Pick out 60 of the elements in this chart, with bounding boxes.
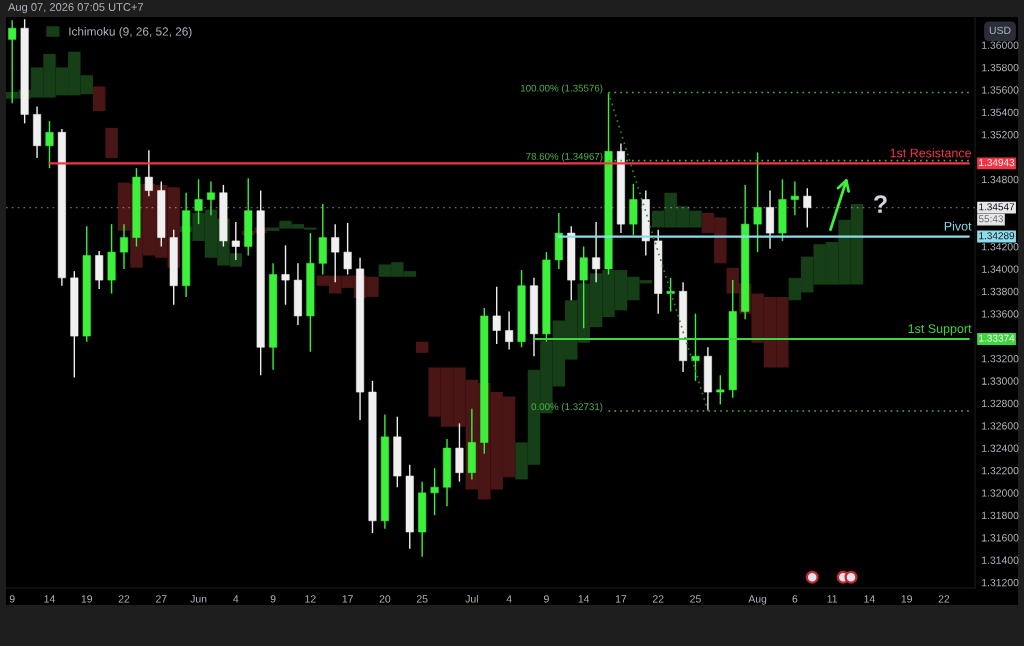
x-tick-label: 14 <box>578 595 590 603</box>
x-tick-label: 19 <box>901 595 912 603</box>
series-label: 1st Resistance <box>890 148 972 158</box>
y-tick-label: 1.33800 <box>982 287 1019 296</box>
x-tick-label: 22 <box>652 595 664 603</box>
ref-line-label: 1.34547 <box>979 203 1015 211</box>
text: 55:43 <box>978 215 1004 223</box>
y-tick-label: 1.31200 <box>982 578 1019 587</box>
x-tick-label: 22 <box>938 595 950 603</box>
y-tick-label: 1.35800 <box>982 63 1019 72</box>
x-tick-label: 25 <box>416 595 428 603</box>
y-tick-label: 1.32200 <box>982 466 1019 475</box>
x-tick-label: 12 <box>305 595 316 603</box>
x-tick-label: 14 <box>44 595 55 603</box>
x-tick-label: 17 <box>615 595 627 603</box>
y-tick-label: 1.32600 <box>982 422 1019 430</box>
y-tick-label: 1.32800 <box>982 399 1019 408</box>
y-tick-label: 1.31600 <box>982 534 1019 542</box>
x-tick-label: Jul <box>465 594 478 603</box>
y-tick-label: 1.34800 <box>982 175 1019 184</box>
x-tick-label: 4 <box>506 595 512 603</box>
data-label: 1.34289 <box>979 232 1015 240</box>
x-tick-label: 19 <box>81 595 93 603</box>
x-tick-label: 20 <box>379 595 391 603</box>
series-label: 100.00% (1.35576) <box>521 84 603 94</box>
legend-label: Ichimoku (9, 26, 52, 26) <box>69 27 192 38</box>
x-tick-label: Aug <box>748 595 767 605</box>
y-tick-label: 1.36000 <box>982 41 1019 49</box>
y-tick-label: 1.33000 <box>982 377 1019 385</box>
x-tick-label: 4 <box>233 595 239 603</box>
data-label: 1.33374 <box>979 334 1015 342</box>
x-tick-label: 9 <box>9 595 15 603</box>
chart-title: Aug 07, 2026 07:05 UTC+7 <box>8 3 144 14</box>
x-tick-label: 9 <box>544 595 549 603</box>
y-tick-label: 1.32400 <box>982 444 1019 452</box>
x-tick-label: 6 <box>792 595 798 603</box>
x-tick-label: 17 <box>342 595 353 603</box>
y-tick-label: 1.33600 <box>982 310 1019 318</box>
y-tick-label: 1.35400 <box>982 108 1019 117</box>
y-tick-label: 1.34200 <box>982 243 1019 251</box>
y-tick-label: 1.31400 <box>982 556 1019 564</box>
x-tick-label: 25 <box>690 595 701 603</box>
x-tick-label: 11 <box>827 595 838 603</box>
y-tick-label: 1.35200 <box>982 131 1019 139</box>
x-tick-label: 9 <box>270 595 276 603</box>
y-axis-title: USD <box>989 26 1011 35</box>
series-label: 1st Support <box>908 324 972 336</box>
y-tick-label: 1.33200 <box>982 354 1019 363</box>
x-tick-label: 14 <box>864 595 875 603</box>
x-tick-label: 27 <box>156 595 167 603</box>
y-tick-label: 1.35600 <box>982 86 1019 94</box>
series-label: Pivot <box>944 221 972 231</box>
annotation: ? <box>874 195 887 213</box>
y-tick-label: 1.34000 <box>982 265 1019 273</box>
data-label: 1.34943 <box>979 158 1015 167</box>
x-tick-label: Jun <box>190 595 207 603</box>
y-tick-label: 1.31800 <box>982 511 1019 520</box>
series-label: 78.60% (1.34967) <box>526 152 603 162</box>
y-tick-label: 1.32000 <box>982 489 1019 497</box>
x-tick-label: 22 <box>118 595 130 603</box>
